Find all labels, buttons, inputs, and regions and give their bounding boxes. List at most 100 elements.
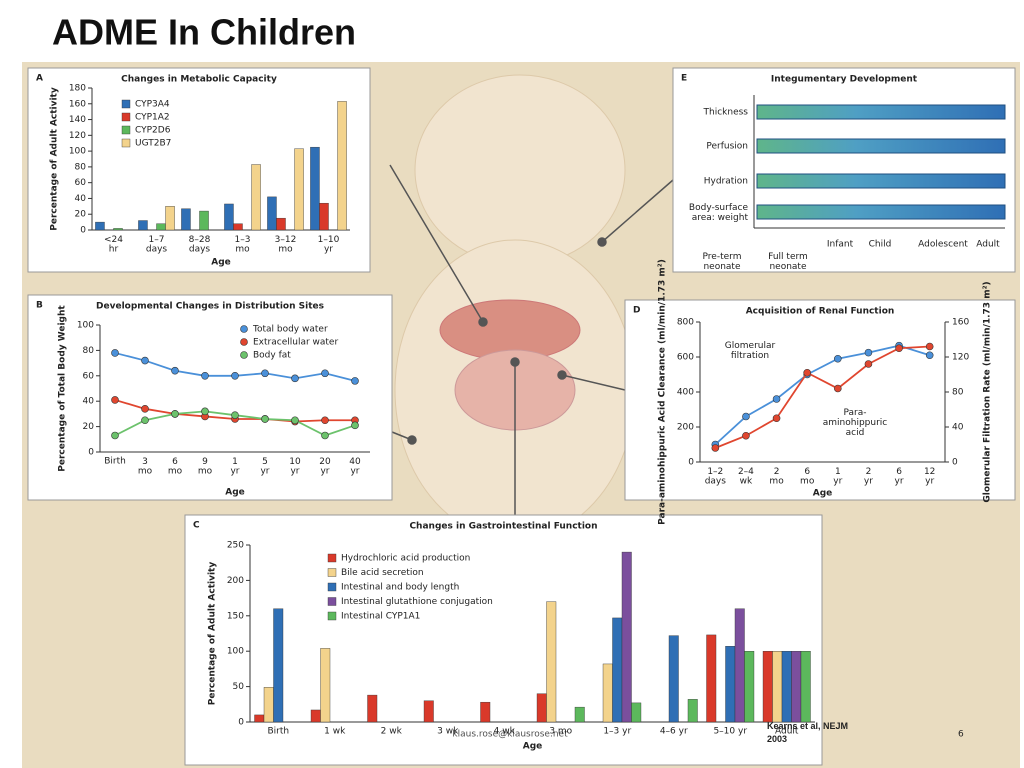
point bbox=[742, 431, 750, 440]
x-tick-label: <24 hr bbox=[104, 235, 123, 254]
x-tick-label: 12 yr bbox=[924, 467, 935, 486]
bar bbox=[762, 651, 773, 723]
bar bbox=[706, 634, 717, 723]
bar bbox=[367, 694, 378, 723]
text-line: 9 bbox=[202, 457, 208, 467]
point bbox=[351, 377, 359, 385]
text-line: 6 bbox=[804, 467, 810, 477]
text-line: 6 bbox=[172, 457, 178, 467]
x-tick-label: 6 mo bbox=[800, 467, 815, 486]
legend-swatch bbox=[327, 611, 337, 621]
text-line: yr bbox=[895, 476, 904, 486]
point bbox=[772, 395, 781, 403]
bar bbox=[734, 608, 745, 723]
text-line: 2 bbox=[774, 467, 780, 477]
x-tick-label: 40 yr bbox=[349, 457, 361, 476]
text-line: 20 bbox=[319, 457, 331, 467]
point bbox=[834, 354, 842, 363]
bar bbox=[165, 206, 175, 231]
bar bbox=[602, 663, 613, 723]
text-line: aminohippuric bbox=[823, 417, 888, 427]
y-tick-label: 180 bbox=[69, 84, 86, 94]
x-tick-label: 1 yr bbox=[833, 467, 842, 486]
bar bbox=[791, 651, 802, 723]
bar bbox=[546, 601, 557, 723]
annotation: Glomerular filtration bbox=[725, 341, 776, 361]
text-line: 8–28 bbox=[189, 235, 211, 245]
point bbox=[321, 416, 329, 425]
page-number: 6 bbox=[958, 730, 964, 740]
point bbox=[803, 368, 811, 377]
text-line: neonate bbox=[769, 261, 806, 271]
legend-label: Extracellular water bbox=[253, 338, 338, 348]
panel-title: Changes in Metabolic Capacity bbox=[121, 75, 277, 85]
x-tick-label: 1–10 yr bbox=[318, 235, 340, 254]
x-tick-label: Birth bbox=[104, 457, 126, 467]
text-line: 6 bbox=[896, 467, 902, 477]
point bbox=[231, 411, 239, 419]
x-tick-label: Infant bbox=[827, 240, 854, 250]
x-tick-label: 3–12 mo bbox=[275, 235, 297, 254]
text-line: 5 bbox=[262, 457, 268, 467]
text-line: Para- bbox=[843, 408, 866, 418]
legend-swatch bbox=[327, 597, 337, 606]
panel-title: Integumentary Development bbox=[771, 75, 918, 85]
bar bbox=[668, 635, 679, 723]
text-line: Full term bbox=[768, 252, 808, 262]
y-tick-label: 600 bbox=[677, 353, 694, 363]
legend-swatch bbox=[327, 568, 337, 577]
panel bbox=[624, 299, 1016, 501]
bar bbox=[621, 551, 632, 723]
text-line: days bbox=[189, 244, 211, 254]
text-line: Pre-term bbox=[703, 252, 742, 262]
x-axis-label: Age bbox=[813, 489, 833, 499]
y-tick-label: 0 bbox=[238, 718, 244, 728]
y-tick-label: 40 bbox=[83, 397, 95, 407]
text-line: mo bbox=[769, 476, 784, 486]
connectors bbox=[389, 164, 674, 515]
legend-swatch bbox=[240, 325, 248, 333]
x-tick-label: Birth bbox=[267, 727, 289, 737]
annotation: Para-aminohippuric acid bbox=[823, 408, 888, 438]
legend-swatch bbox=[121, 99, 131, 109]
text-line: Glomerular bbox=[725, 341, 776, 351]
y-tick-label: 0 bbox=[688, 458, 694, 468]
text-line: yr bbox=[324, 244, 333, 254]
x-tick-label: 5–10 yr bbox=[713, 727, 747, 737]
bar bbox=[612, 617, 623, 723]
point bbox=[111, 349, 119, 357]
bar bbox=[263, 687, 274, 723]
text-line: 1–3 bbox=[235, 235, 251, 245]
panel-letter: C bbox=[193, 521, 200, 531]
y-tick-label: 800 bbox=[677, 318, 694, 328]
line bbox=[714, 345, 930, 449]
text-line: <24 bbox=[104, 235, 123, 245]
legend-swatch bbox=[327, 582, 337, 592]
text-line: mo bbox=[168, 466, 183, 476]
panel bbox=[672, 67, 1016, 273]
point bbox=[351, 421, 359, 430]
point bbox=[291, 416, 299, 425]
y-tick-label: 100 bbox=[69, 147, 86, 157]
y-tick-label: 50 bbox=[233, 682, 245, 692]
development-band bbox=[756, 173, 1006, 189]
y-tick-label: 0 bbox=[88, 448, 94, 458]
legend-swatch bbox=[121, 138, 131, 148]
point bbox=[201, 407, 209, 416]
bar bbox=[251, 164, 261, 231]
bar bbox=[310, 709, 321, 723]
bar bbox=[744, 651, 755, 723]
text-line: Kearns et al, NEJM bbox=[767, 721, 848, 731]
x-tick-label: 6 mo bbox=[168, 457, 183, 476]
legend-swatch bbox=[327, 553, 337, 563]
legend-swatch bbox=[121, 125, 131, 135]
bar bbox=[574, 706, 585, 723]
point bbox=[171, 410, 179, 418]
point bbox=[201, 371, 209, 380]
legend-swatch bbox=[121, 112, 131, 122]
bar bbox=[233, 223, 243, 231]
legend-label: Bile acid secretion bbox=[341, 568, 424, 578]
point bbox=[141, 416, 149, 425]
x-tick-label: 4 wk bbox=[494, 727, 516, 737]
y-tick-label: 40 bbox=[75, 194, 87, 204]
